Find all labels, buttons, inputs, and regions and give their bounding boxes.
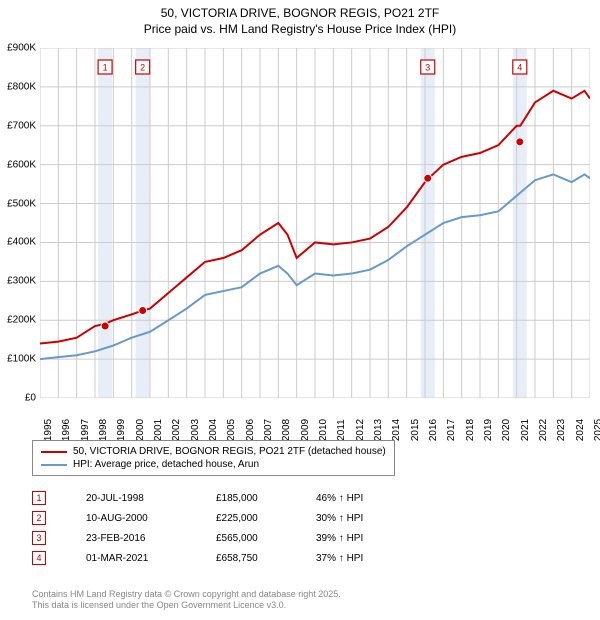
y-tick-label: £500K [7,198,36,209]
sale-price: £658,750 [216,553,316,564]
sale-change: 30% ↑ HPI [316,513,416,524]
y-tick-label: £600K [7,159,36,170]
svg-text:2: 2 [140,62,145,72]
sale-price: £565,000 [216,533,316,544]
sale-row: 3 23-FEB-2016£565,00039% ↑ HPI [32,528,416,548]
legend-item: HPI: Average price, detached house, Arun [41,458,386,471]
svg-text:1: 1 [103,62,108,72]
x-tick-label: 1995 [43,419,54,441]
x-tick-label: 2001 [153,419,164,441]
chart-area: 1 2 3 4 [40,48,590,398]
x-tick-label: 2020 [501,419,512,441]
x-tick-label: 2025 [593,419,600,441]
legend-swatch [41,464,67,466]
legend-label: HPI: Average price, detached house, Arun [73,459,259,470]
x-tick-label: 2021 [520,419,531,441]
sale-row: 2 10-AUG-2000£225,00030% ↑ HPI [32,508,416,528]
x-tick-label: 2011 [336,419,347,441]
sale-date: 23-FEB-2016 [86,533,216,544]
x-tick-label: 1998 [98,419,109,441]
x-tick-label: 2000 [135,419,146,441]
x-tick-label: 2016 [428,419,439,441]
y-tick-label: £100K [7,354,36,365]
x-axis: 1995 1996 1997 1998 1999 2000 2001 2002 2003 2004… [40,400,590,440]
svg-text:3: 3 [425,62,430,72]
x-tick-label: 2009 [300,419,311,441]
y-axis: £0£100K£200K£300K£400K£500K£600K£700K£80… [0,48,38,398]
y-tick-label: £800K [7,81,36,92]
sales-table: 1 20-JUL-1998£185,00046% ↑ HPI 2 10-AUG-200… [32,488,416,568]
title-block: 50, VICTORIA DRIVE, BOGNOR REGIS, PO21 2… [0,0,600,37]
sale-change: 46% ↑ HPI [316,493,416,504]
y-tick-label: £200K [7,315,36,326]
sale-price: £185,000 [216,493,316,504]
x-tick-label: 1996 [61,419,72,441]
sale-date: 20-JUL-1998 [86,493,216,504]
x-tick-label: 2012 [355,419,366,441]
legend: 50, VICTORIA DRIVE, BOGNOR REGIS, PO21 2… [32,440,395,476]
chart-container: 50, VICTORIA DRIVE, BOGNOR REGIS, PO21 2… [0,0,600,620]
sale-date: 01-MAR-2021 [86,553,216,564]
footer-line2: This data is licensed under the Open Gov… [32,600,341,612]
sale-date: 10-AUG-2000 [86,513,216,524]
x-tick-label: 2023 [556,419,567,441]
x-tick-label: 2002 [171,419,182,441]
y-tick-label: £0 [25,393,36,404]
x-tick-label: 2003 [190,419,201,441]
y-tick-label: £900K [7,43,36,54]
x-tick-label: 2004 [208,419,219,441]
y-tick-label: £400K [7,237,36,248]
sale-marker: 4 [32,551,46,565]
footer-line1: Contains HM Land Registry data © Crown c… [32,589,341,601]
y-tick-label: £300K [7,276,36,287]
legend-label: 50, VICTORIA DRIVE, BOGNOR REGIS, PO21 2… [73,446,386,457]
chart-svg: 1 2 3 4 [40,48,590,398]
sale-row: 4 01-MAR-2021£658,75037% ↑ HPI [32,548,416,568]
sale-price: £225,000 [216,513,316,524]
x-tick-label: 2010 [318,419,329,441]
sale-marker: 2 [32,511,46,525]
x-tick-label: 2024 [575,419,586,441]
x-tick-label: 1997 [80,419,91,441]
x-tick-label: 1999 [116,419,127,441]
x-tick-label: 2014 [391,419,402,441]
legend-item: 50, VICTORIA DRIVE, BOGNOR REGIS, PO21 2… [41,445,386,458]
sale-row: 1 20-JUL-1998£185,00046% ↑ HPI [32,488,416,508]
title-line1: 50, VICTORIA DRIVE, BOGNOR REGIS, PO21 2… [0,6,600,22]
sale-change: 39% ↑ HPI [316,533,416,544]
x-tick-label: 2022 [538,419,549,441]
x-tick-label: 2006 [245,419,256,441]
y-tick-label: £700K [7,120,36,131]
x-tick-label: 2013 [373,419,384,441]
x-tick-label: 2008 [281,419,292,441]
x-tick-label: 2007 [263,419,274,441]
x-tick-label: 2005 [226,419,237,441]
footer: Contains HM Land Registry data © Crown c… [32,589,341,612]
x-tick-label: 2017 [446,419,457,441]
sale-marker: 3 [32,531,46,545]
title-line2: Price paid vs. HM Land Registry's House … [0,22,600,38]
sale-marker: 1 [32,491,46,505]
legend-swatch [41,451,67,453]
sale-change: 37% ↑ HPI [316,553,416,564]
x-tick-label: 2015 [410,419,421,441]
x-tick-label: 2018 [465,419,476,441]
x-tick-label: 2019 [483,419,494,441]
svg-text:4: 4 [517,62,522,72]
